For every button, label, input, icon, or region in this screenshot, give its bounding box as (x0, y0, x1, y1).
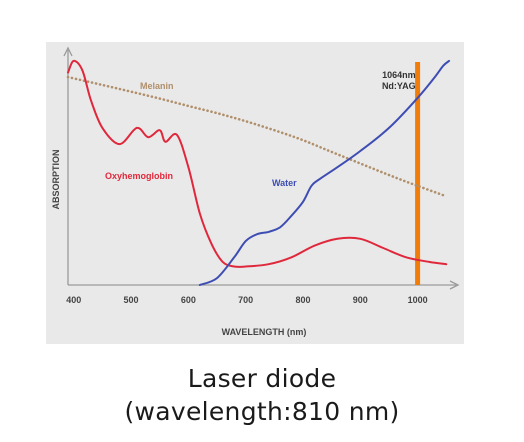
marker-annotation: 1064nm (382, 70, 416, 80)
x-tick-label: 1000 (408, 295, 428, 305)
chart-labels: 400 500 600 700 800 900 1000 WAVELENGTH (nm) ABS… (51, 70, 428, 337)
series-label-water: Water (272, 178, 297, 188)
absorption-chart: 400 500 600 700 800 900 1000 WAVELENGTH (nm) ABS… (51, 46, 460, 337)
series-line-oxyhemoglobin (67, 59, 448, 268)
marker-annotation: Nd:YAG (382, 81, 416, 91)
caption-line-1: Laser diode (187, 364, 337, 393)
series-label-oxyhemoglobin: Oxyhemoglobin (105, 171, 173, 181)
x-tick-label: 600 (181, 295, 196, 305)
x-tick-label: 700 (238, 295, 253, 305)
chart-axes (63, 46, 460, 290)
x-axis-title: WAVELENGTH (nm) (222, 327, 307, 337)
x-tick-label: 900 (353, 295, 368, 305)
x-tick-label: 800 (295, 295, 310, 305)
caption-line-2: (wavelength:810 nm) (124, 397, 400, 426)
x-axis-arrow-icon (449, 280, 460, 290)
chart-panel (46, 42, 464, 344)
y-axis-arrow-icon (63, 46, 73, 57)
x-tick-label: 400 (66, 295, 81, 305)
series-line-water (198, 59, 451, 286)
chart-series (66, 59, 451, 286)
series-label-melanin: Melanin (140, 81, 174, 91)
x-tick-label: 500 (124, 295, 139, 305)
series-line-melanin (66, 75, 448, 198)
y-axis-title: ABSORPTION (51, 149, 61, 209)
